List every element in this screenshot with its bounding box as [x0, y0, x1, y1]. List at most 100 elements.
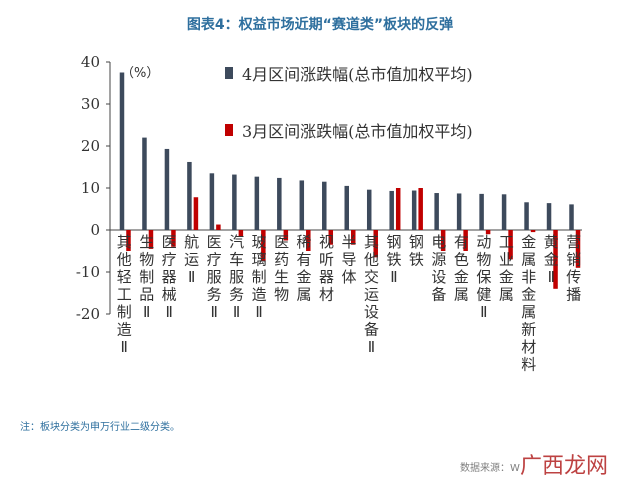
- y-unit-label: （%）: [121, 66, 159, 81]
- category-label-char: 非: [521, 268, 536, 286]
- category-label-char: 金: [521, 233, 536, 251]
- category-label-char: Ⅱ: [368, 338, 375, 356]
- category-label-char: Ⅱ: [255, 303, 262, 321]
- category-label-char: 器: [319, 268, 334, 286]
- category-label-char: 他: [364, 251, 379, 269]
- category-label-char: 车: [229, 251, 244, 269]
- y-tick-label: 0: [90, 221, 100, 239]
- category-label-char: 属: [521, 251, 536, 269]
- category-label-char: 新: [521, 321, 536, 339]
- category-label: 半导体: [341, 233, 356, 286]
- category-label-char: 钢: [409, 233, 424, 251]
- category-label-char: 传: [566, 268, 581, 286]
- bar-apr: [524, 202, 529, 230]
- bar-apr: [569, 204, 574, 230]
- bar-apr: [119, 72, 125, 230]
- category-label-char: 药: [274, 251, 289, 269]
- y-tick-label: 20: [81, 137, 100, 155]
- category-label-char: 保: [476, 268, 491, 286]
- bar-mar: [351, 230, 356, 245]
- category-label-char: 色: [454, 251, 469, 269]
- category-label-char: 备: [364, 321, 379, 339]
- bar-apr: [164, 148, 170, 230]
- category-label-char: 航: [184, 233, 199, 251]
- category-label-char: 属: [297, 286, 312, 304]
- bar-apr: [209, 173, 215, 230]
- category-label-char: 物: [274, 286, 289, 304]
- y-tick-label: 30: [81, 95, 100, 113]
- category-label-char: 设: [431, 268, 446, 286]
- bar-apr: [344, 185, 349, 230]
- category-label-char: 器: [162, 268, 177, 286]
- bar-mar: [485, 230, 491, 235]
- category-label-char: 体: [341, 268, 356, 286]
- bar-apr: [322, 181, 327, 230]
- category-label-char: Ⅱ: [210, 303, 217, 321]
- category-label-char: 属: [521, 303, 536, 321]
- category-label-char: 播: [566, 286, 581, 304]
- category-label-char: 铁: [409, 251, 424, 269]
- category-label-char: Ⅱ: [121, 338, 128, 356]
- bar-mar: [530, 230, 536, 233]
- legend-swatch-apr: [225, 67, 233, 79]
- bar-apr: [254, 176, 260, 230]
- category-label-char: 金: [544, 251, 559, 269]
- category-label-char: Ⅱ: [390, 268, 397, 286]
- bar-apr: [411, 190, 417, 230]
- category-label-char: 运: [184, 251, 199, 269]
- category-label-char: 服: [207, 268, 222, 286]
- bar-apr: [479, 193, 484, 230]
- category-label: 钢铁: [409, 233, 424, 269]
- category-label-char: 疗: [162, 251, 177, 269]
- category-label-char: 有: [297, 251, 312, 269]
- legend-label-apr: 4月区间涨跌幅(总市值加权平均): [242, 65, 473, 84]
- category-label-char: 材: [319, 286, 334, 304]
- category-label-char: 工: [117, 286, 132, 304]
- category-label-char: 物: [476, 251, 491, 269]
- source-text: 数据来源：W: [460, 463, 520, 474]
- category-label-char: 生: [139, 233, 154, 251]
- category-label-char: 半: [341, 233, 356, 251]
- bar-mar: [148, 230, 154, 249]
- category-label-char: 电: [431, 233, 446, 251]
- category-label-char: 钢: [386, 233, 401, 251]
- bar-apr: [501, 194, 507, 230]
- category-label-char: 金: [499, 268, 514, 286]
- bar-mar: [440, 230, 446, 251]
- category-label-char: 其: [117, 233, 132, 251]
- y-tick-label: -10: [76, 263, 100, 281]
- bar-mar: [216, 224, 221, 230]
- category-label-char: 制: [117, 303, 132, 321]
- legend-swatch-mar: [225, 124, 233, 136]
- bar-apr: [142, 137, 147, 230]
- category-label-char: 源: [431, 251, 446, 269]
- category-label-char: 属: [499, 286, 514, 304]
- bar-mar: [171, 230, 176, 247]
- bar-mar: [395, 188, 401, 230]
- category-label-char: Ⅱ: [188, 268, 195, 286]
- category-label-char: 物: [139, 251, 154, 269]
- bar-apr: [366, 189, 372, 230]
- category-label-char: 疗: [207, 251, 222, 269]
- category-label-char: 造: [117, 321, 132, 339]
- category-label-char: 务: [207, 286, 222, 304]
- category-label-char: 服: [229, 268, 244, 286]
- bar-mar: [575, 230, 581, 268]
- category-label-char: 玻: [252, 233, 267, 251]
- category-label-char: 导: [341, 251, 356, 269]
- category-label-char: 动: [476, 233, 491, 251]
